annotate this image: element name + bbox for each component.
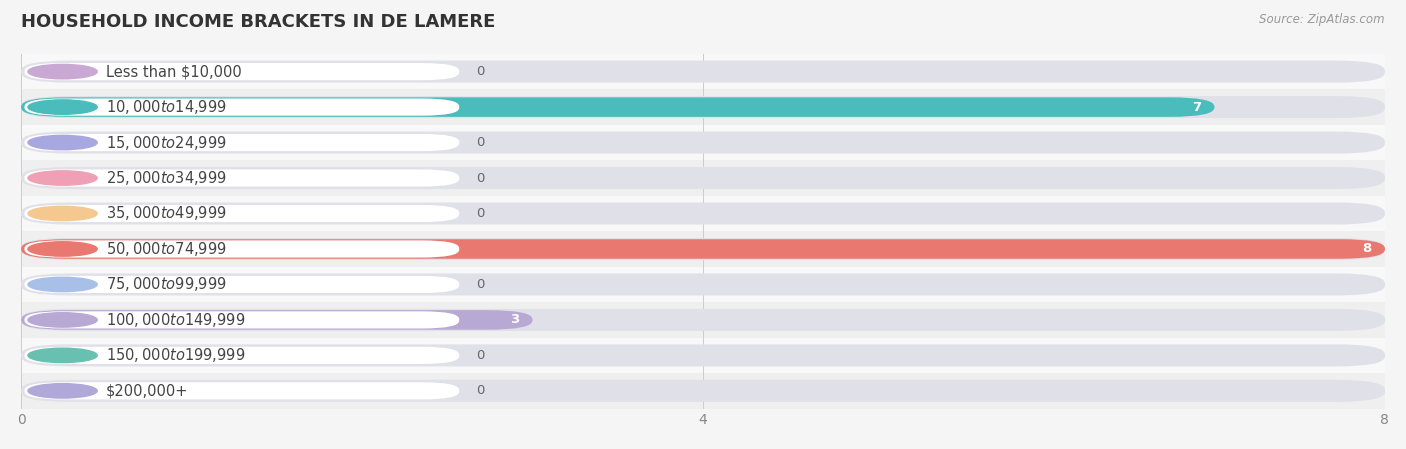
FancyBboxPatch shape xyxy=(24,276,460,293)
Bar xyxy=(21,54,1385,89)
Bar xyxy=(21,302,1385,338)
Bar xyxy=(21,338,1385,373)
Text: $200,000+: $200,000+ xyxy=(105,383,188,398)
FancyBboxPatch shape xyxy=(21,380,1385,402)
FancyBboxPatch shape xyxy=(21,344,1385,366)
Text: 8: 8 xyxy=(1362,242,1371,255)
Bar xyxy=(21,160,1385,196)
FancyBboxPatch shape xyxy=(24,205,460,222)
FancyBboxPatch shape xyxy=(24,63,460,80)
FancyBboxPatch shape xyxy=(24,169,460,187)
FancyBboxPatch shape xyxy=(24,347,460,364)
FancyBboxPatch shape xyxy=(21,202,1385,224)
Circle shape xyxy=(28,64,97,79)
Circle shape xyxy=(28,242,97,256)
FancyBboxPatch shape xyxy=(21,132,1385,154)
Text: Less than $10,000: Less than $10,000 xyxy=(105,64,242,79)
FancyBboxPatch shape xyxy=(21,167,1385,189)
FancyBboxPatch shape xyxy=(21,239,1385,259)
Bar xyxy=(21,267,1385,302)
Text: 0: 0 xyxy=(477,65,485,78)
FancyBboxPatch shape xyxy=(21,309,1385,331)
Text: $25,000 to $34,999: $25,000 to $34,999 xyxy=(105,169,226,187)
Text: Source: ZipAtlas.com: Source: ZipAtlas.com xyxy=(1260,13,1385,26)
FancyBboxPatch shape xyxy=(21,97,1215,117)
Text: 0: 0 xyxy=(477,278,485,291)
Circle shape xyxy=(28,206,97,221)
Circle shape xyxy=(28,348,97,363)
Bar xyxy=(21,373,1385,409)
Circle shape xyxy=(28,135,97,150)
FancyBboxPatch shape xyxy=(24,240,460,258)
Text: $35,000 to $49,999: $35,000 to $49,999 xyxy=(105,204,226,223)
Text: 0: 0 xyxy=(477,384,485,397)
Circle shape xyxy=(28,100,97,114)
Text: $50,000 to $74,999: $50,000 to $74,999 xyxy=(105,240,226,258)
Circle shape xyxy=(28,277,97,292)
FancyBboxPatch shape xyxy=(21,96,1385,118)
Text: 0: 0 xyxy=(477,172,485,185)
Bar xyxy=(21,231,1385,267)
Text: $75,000 to $99,999: $75,000 to $99,999 xyxy=(105,275,226,294)
FancyBboxPatch shape xyxy=(21,273,1385,295)
Text: 0: 0 xyxy=(477,136,485,149)
FancyBboxPatch shape xyxy=(21,310,533,330)
FancyBboxPatch shape xyxy=(24,311,460,329)
Circle shape xyxy=(28,313,97,327)
Text: HOUSEHOLD INCOME BRACKETS IN DE LAMERE: HOUSEHOLD INCOME BRACKETS IN DE LAMERE xyxy=(21,13,495,31)
Text: $10,000 to $14,999: $10,000 to $14,999 xyxy=(105,98,226,116)
Text: $15,000 to $24,999: $15,000 to $24,999 xyxy=(105,133,226,152)
Text: 7: 7 xyxy=(1192,101,1201,114)
Bar xyxy=(21,196,1385,231)
FancyBboxPatch shape xyxy=(21,61,1385,83)
Text: $150,000 to $199,999: $150,000 to $199,999 xyxy=(105,346,245,365)
Circle shape xyxy=(28,171,97,185)
Circle shape xyxy=(28,383,97,398)
FancyBboxPatch shape xyxy=(21,238,1385,260)
Bar xyxy=(21,125,1385,160)
Bar xyxy=(21,89,1385,125)
Text: $100,000 to $149,999: $100,000 to $149,999 xyxy=(105,311,245,329)
Text: 0: 0 xyxy=(477,349,485,362)
FancyBboxPatch shape xyxy=(24,382,460,400)
Text: 0: 0 xyxy=(477,207,485,220)
FancyBboxPatch shape xyxy=(24,134,460,151)
Text: 3: 3 xyxy=(509,313,519,326)
FancyBboxPatch shape xyxy=(24,98,460,116)
